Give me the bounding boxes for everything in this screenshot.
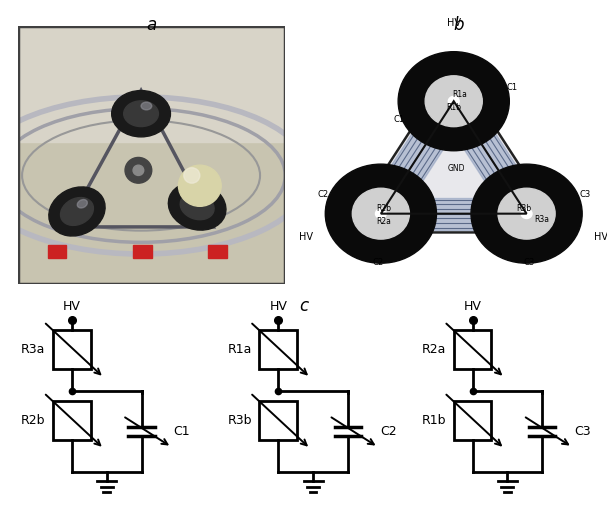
Circle shape [521, 209, 532, 218]
Text: R1a: R1a [452, 90, 467, 99]
Ellipse shape [112, 91, 171, 137]
Polygon shape [365, 93, 469, 222]
Text: HV: HV [270, 300, 287, 313]
Bar [208, 245, 226, 258]
Bar [53, 330, 91, 369]
Bar [454, 330, 492, 369]
Text: R1b: R1b [446, 103, 461, 112]
Bar [47, 245, 66, 258]
Circle shape [325, 164, 436, 263]
Bar [18, 26, 285, 142]
Text: HV: HV [447, 18, 461, 28]
Text: a: a [147, 16, 157, 34]
Text: R3a: R3a [534, 215, 549, 224]
Bar [133, 245, 152, 258]
Polygon shape [381, 197, 527, 230]
Circle shape [352, 188, 409, 239]
Text: R3b: R3b [228, 414, 252, 427]
Text: R2a: R2a [422, 343, 446, 356]
Circle shape [498, 188, 555, 239]
Ellipse shape [141, 102, 152, 110]
Text: R2b: R2b [376, 204, 392, 213]
Text: GND: GND [448, 164, 466, 173]
Circle shape [376, 209, 386, 218]
Text: R2a: R2a [376, 217, 392, 226]
Text: b: b [453, 16, 464, 34]
Circle shape [178, 165, 221, 206]
Ellipse shape [49, 187, 105, 236]
Bar [454, 401, 492, 440]
Ellipse shape [180, 193, 214, 219]
Bar [259, 401, 297, 440]
Polygon shape [438, 93, 542, 222]
Circle shape [125, 158, 152, 183]
Text: c: c [299, 297, 308, 314]
Text: R1a: R1a [228, 343, 252, 356]
Text: C3: C3 [524, 258, 535, 267]
Text: C1: C1 [506, 83, 517, 92]
Text: R2b: R2b [21, 414, 46, 427]
Circle shape [449, 97, 459, 106]
Circle shape [398, 51, 509, 151]
Text: C2: C2 [380, 425, 396, 438]
Text: C1: C1 [393, 116, 404, 124]
Text: C3: C3 [579, 191, 591, 200]
Circle shape [425, 76, 483, 127]
Text: HV: HV [594, 233, 607, 243]
Circle shape [471, 164, 582, 263]
PathPatch shape [356, 78, 551, 233]
Text: HV: HV [63, 300, 81, 313]
Text: R3a: R3a [21, 343, 46, 356]
Text: C1: C1 [174, 425, 190, 438]
Text: C2: C2 [317, 191, 328, 200]
Ellipse shape [168, 183, 226, 230]
Bar [53, 401, 91, 440]
Text: HV: HV [464, 300, 481, 313]
Text: HV: HV [299, 233, 313, 243]
Ellipse shape [61, 197, 93, 225]
Text: C3: C3 [574, 425, 591, 438]
Text: C2: C2 [372, 258, 384, 267]
Text: R3b: R3b [516, 204, 531, 213]
Text: R1b: R1b [422, 414, 446, 427]
Bar [259, 330, 297, 369]
Ellipse shape [77, 200, 87, 208]
Circle shape [184, 168, 200, 183]
Ellipse shape [124, 101, 158, 127]
Circle shape [133, 165, 144, 175]
Ellipse shape [197, 195, 208, 203]
